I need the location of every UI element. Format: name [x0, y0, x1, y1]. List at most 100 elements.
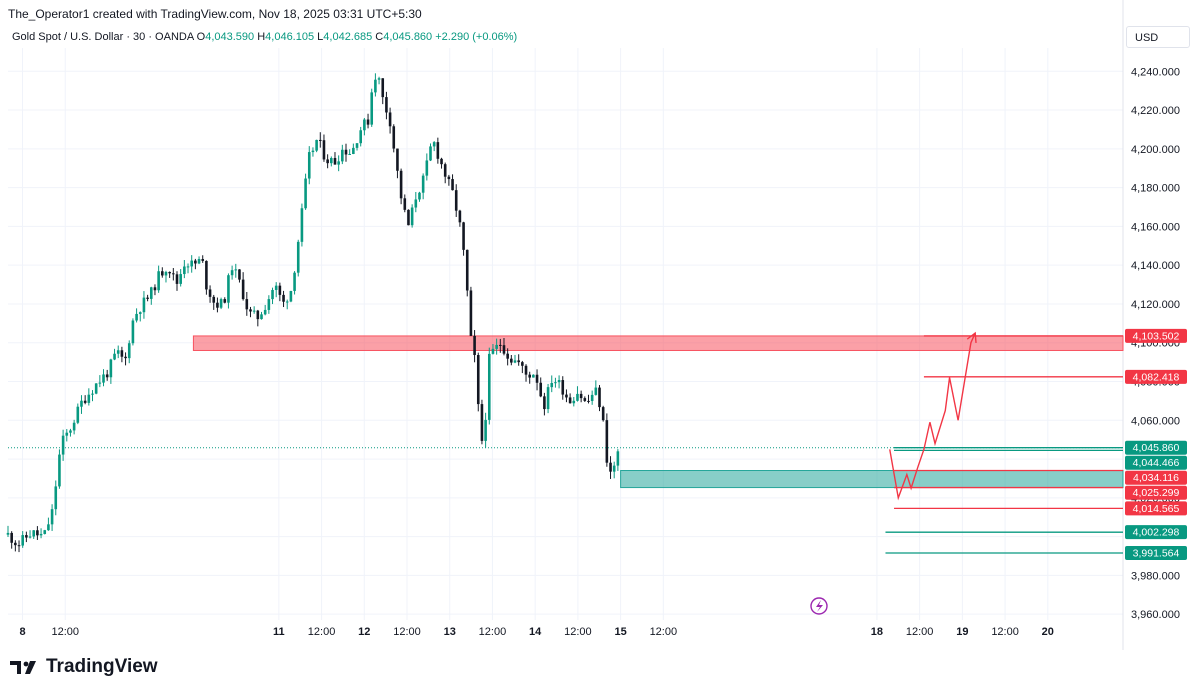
price-tag — [1125, 369, 1187, 384]
candle-body — [528, 374, 532, 378]
projection-path — [889, 332, 976, 501]
candle-body — [539, 382, 543, 397]
price-tag-label: 4,103.502 — [1133, 330, 1180, 342]
candle-body — [385, 97, 388, 113]
candle-body — [429, 146, 432, 161]
candle-body — [491, 348, 495, 354]
candle-body — [403, 198, 407, 210]
candle-body — [381, 78, 385, 98]
projection-layer — [889, 331, 977, 501]
candle-body — [344, 149, 348, 155]
candle-body — [443, 164, 447, 177]
lightning-icon[interactable] — [810, 597, 828, 615]
time-tick-label: 12:00 — [906, 626, 934, 638]
candles-layer — [6, 73, 620, 553]
candle-body — [315, 139, 318, 151]
candle-body — [216, 302, 219, 308]
candle-body — [557, 380, 561, 383]
tradingview-logo[interactable]: TradingView — [10, 656, 158, 678]
candle-body — [561, 380, 565, 395]
candle-body — [476, 355, 480, 405]
candle-body — [359, 130, 362, 144]
candle-body — [495, 344, 498, 349]
candle-body — [234, 269, 238, 271]
candle-body — [6, 532, 10, 535]
candle-body — [521, 362, 524, 366]
candle-body — [168, 271, 171, 274]
candle-body — [300, 208, 304, 242]
candle-body — [462, 222, 465, 250]
time-tick-label: 19 — [956, 626, 968, 638]
levels-layer — [8, 335, 1123, 554]
close-value: 4,045.860 — [383, 31, 433, 43]
open-label: O — [196, 31, 206, 43]
time-tick-label: 13 — [444, 626, 456, 638]
time-tick-label: 18 — [871, 626, 883, 638]
time-tick-label: 12:00 — [393, 626, 421, 638]
price-tag-label: 4,045.860 — [1133, 442, 1180, 454]
candle-body — [318, 139, 322, 141]
candle-body — [502, 345, 506, 354]
candle-body — [517, 360, 520, 363]
time-tick-label: 12:00 — [991, 626, 1019, 638]
candle-body — [149, 287, 153, 299]
demand-zone — [620, 470, 1124, 489]
high-label: H — [257, 31, 266, 43]
candle-body — [14, 542, 17, 546]
time-axis[interactable]: 8 12:00 11 12:00 12 12:00 13 12:00 14 12:00 15 12:0… — [19, 626, 1053, 638]
candle-body — [50, 509, 54, 525]
candle-body — [39, 533, 43, 536]
candle-body — [572, 400, 576, 404]
candle-body — [469, 290, 473, 336]
candle-body — [252, 310, 256, 312]
price-tag — [1125, 328, 1187, 343]
candle-body — [532, 374, 535, 378]
candle-body — [131, 320, 135, 344]
price-tick-label: 4,240.000 — [1131, 66, 1180, 78]
candle-body — [32, 530, 36, 537]
candle-body — [175, 274, 179, 284]
candle-body — [546, 387, 550, 410]
candle-body — [183, 266, 186, 275]
candle-body — [212, 296, 216, 303]
candle-body — [304, 178, 307, 209]
candle-body — [414, 199, 418, 208]
candle-body — [271, 289, 274, 300]
candle-body — [579, 393, 583, 399]
candle-body — [583, 398, 587, 401]
candle-body — [142, 297, 146, 313]
currency-selector[interactable]: USD — [1126, 26, 1190, 48]
tradingview-mark-icon — [10, 661, 36, 674]
symbol-ohlc-legend: Gold Spot / U.S. Dollar · 30 · OANDA O4,… — [12, 31, 517, 43]
time-tick-label: 20 — [1042, 626, 1054, 638]
candle-body — [616, 451, 620, 466]
time-tick-label: 15 — [614, 626, 626, 638]
candle-body — [249, 309, 252, 312]
candle-body — [94, 383, 98, 394]
price-tag-label: 3,991.564 — [1133, 547, 1180, 559]
candle-body — [17, 545, 21, 547]
candle-body — [172, 273, 175, 275]
candle-body — [135, 313, 138, 321]
candle-body — [83, 400, 87, 403]
candle-body — [352, 147, 355, 154]
price-tag-label: 4,044.466 — [1133, 457, 1180, 469]
candle-body — [601, 407, 605, 421]
candle-body — [510, 358, 513, 363]
candle-body — [65, 432, 69, 436]
price-tag — [1125, 455, 1187, 470]
price-tag-label: 4,082.418 — [1133, 371, 1180, 383]
candle-body — [612, 465, 616, 472]
candle-body — [374, 79, 377, 93]
candle-body — [25, 535, 28, 538]
time-tick-label: 12 — [358, 626, 370, 638]
candle-body — [245, 299, 249, 310]
candle-body — [399, 170, 403, 199]
candle-body — [194, 260, 197, 264]
candle-body — [164, 271, 168, 276]
candle-body — [127, 343, 131, 359]
candle-body — [230, 270, 234, 276]
candle-body — [91, 393, 94, 395]
candle-body — [322, 140, 326, 160]
